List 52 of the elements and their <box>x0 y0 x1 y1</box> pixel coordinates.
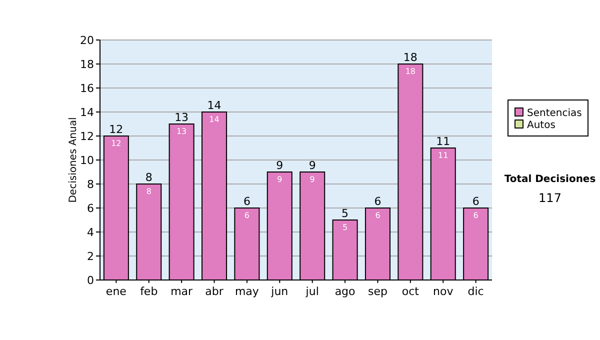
y-tick-label: 0 <box>87 274 94 287</box>
x-tick-label: ene <box>106 285 127 298</box>
total-label: 9 <box>276 159 284 172</box>
data-label: 9 <box>277 175 282 184</box>
total-label: 12 <box>109 123 124 136</box>
total-label: 14 <box>207 99 222 112</box>
data-label: 13 <box>176 127 187 136</box>
y-tick-label: 16 <box>80 82 94 95</box>
total-label: 8 <box>145 171 152 184</box>
total-label: 9 <box>308 159 316 172</box>
data-label: 5 <box>342 223 348 232</box>
y-axis-title: Decisiones Anual <box>68 117 79 203</box>
x-tick-label: dic <box>468 285 484 298</box>
data-label: 6 <box>473 211 478 220</box>
data-label: 18 <box>405 67 416 76</box>
y-tick-label: 20 <box>80 34 94 47</box>
x-tick-label: ago <box>334 285 356 298</box>
y-tick-label: 4 <box>87 226 94 239</box>
x-tick-label: oct <box>402 285 420 298</box>
data-label: 8 <box>146 187 152 196</box>
legend-label: Autos <box>527 120 556 131</box>
x-tick-label: abr <box>205 285 224 298</box>
x-tick-label: feb <box>140 285 158 298</box>
x-tick-label: mar <box>170 285 194 298</box>
data-label: 9 <box>310 175 315 184</box>
y-tick-label: 14 <box>80 106 94 119</box>
total-label: 13 <box>174 111 189 124</box>
x-tick-label: jul <box>304 285 319 298</box>
text: Total Decisiones <box>504 174 596 185</box>
total-label: 11 <box>436 135 450 148</box>
total-label: 6 <box>243 195 250 208</box>
total-label: 5 <box>342 207 349 220</box>
y-tick-label: 18 <box>80 58 94 71</box>
y-tick-label: 12 <box>80 130 94 143</box>
data-label: 11 <box>438 151 448 160</box>
text: 117 <box>538 191 562 205</box>
y-tick-label: 8 <box>87 178 94 191</box>
legend-label: Sentencias <box>527 108 582 119</box>
total-label: 18 <box>403 51 418 64</box>
x-tick-label: jun <box>270 285 288 298</box>
data-label: 6 <box>375 211 380 220</box>
data-label: 6 <box>244 211 250 220</box>
x-tick-label: may <box>234 285 260 298</box>
data-label: 12 <box>111 139 122 148</box>
data-label: 14 <box>209 115 220 124</box>
x-tick-label: sep <box>368 285 388 298</box>
y-tick-label: 10 <box>80 154 94 167</box>
y-tick-label: 6 <box>87 202 94 215</box>
total-label: 6 <box>472 195 480 208</box>
total-label: 6 <box>374 195 382 208</box>
y-tick-label: 2 <box>87 250 94 263</box>
x-tick-label: nov <box>433 285 454 298</box>
